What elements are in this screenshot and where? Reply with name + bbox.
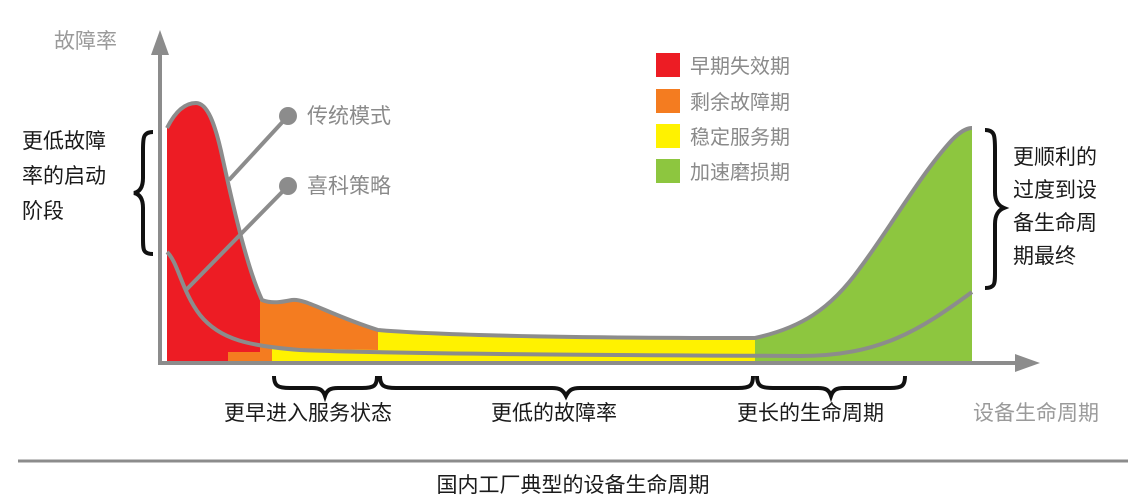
left-note-line-3: 阶段 xyxy=(22,199,64,223)
x-axis-label: 设备生命周期 xyxy=(973,401,1099,425)
callout-label-traditional: 传统模式 xyxy=(307,104,391,128)
bottom-braces xyxy=(272,375,907,403)
right-note: 更顺利的 过度到设 备生命周 期最终 xyxy=(984,128,1097,290)
y-axis-arrow-icon xyxy=(151,30,169,55)
curves xyxy=(165,101,974,358)
figure-caption: 国内工厂典型的设备生命周期 xyxy=(437,473,710,497)
legend-swatch-residual xyxy=(656,89,680,113)
bottom-brace-icon-1 xyxy=(272,375,379,403)
callout-dot-traditional xyxy=(279,107,297,125)
callout-line-traditional xyxy=(227,114,290,182)
legend-swatch-early xyxy=(656,53,680,77)
traditional-curve xyxy=(165,101,973,340)
bottom-brace-icon-3 xyxy=(755,375,907,403)
bottom-brace-icon-2 xyxy=(378,375,755,401)
region-residual-top xyxy=(260,299,378,362)
bottom-label-lower-failure: 更低的故障率 xyxy=(491,401,617,425)
legend: 早期失效期 剩余故障期 稳定服务期 加速磨损期 xyxy=(656,53,790,184)
legend-swatch-stable xyxy=(656,124,680,148)
legend-label-stable: 稳定服务期 xyxy=(690,125,790,149)
right-note-line-2: 过度到设 xyxy=(1013,178,1097,202)
callout-dot-hicorp xyxy=(279,177,297,195)
left-note-line-1: 更低故障 xyxy=(22,129,106,153)
callouts: 传统模式 喜科策略 xyxy=(184,104,391,292)
region-residual-bottom xyxy=(228,352,272,362)
legend-swatch-wear xyxy=(656,159,680,183)
legend-label-wear: 加速磨损期 xyxy=(690,160,790,184)
left-note-line-2: 率的启动 xyxy=(22,164,106,188)
legend-label-residual: 剩余故障期 xyxy=(690,90,790,114)
left-brace-icon xyxy=(133,130,154,256)
bottom-label-longer-life: 更长的生命周期 xyxy=(737,401,884,425)
phase-regions xyxy=(167,103,972,362)
bottom-labels: 更早进入服务状态 更低的故障率 更长的生命周期 xyxy=(224,401,884,425)
axes: 故障率 设备生命周期 xyxy=(54,29,1099,425)
bottom-label-early-service: 更早进入服务状态 xyxy=(224,401,392,425)
callout-line-hicorp xyxy=(184,184,290,292)
left-note: 更低故障 率的启动 阶段 xyxy=(22,129,154,256)
region-early-failure-base xyxy=(167,300,228,362)
right-brace-icon xyxy=(984,128,1010,290)
right-note-line-4: 期最终 xyxy=(1013,244,1076,268)
right-note-line-3: 备生命周 xyxy=(1013,211,1097,235)
x-axis-arrow-icon xyxy=(1015,354,1040,372)
callout-label-hicorp: 喜科策略 xyxy=(307,174,391,198)
right-note-line-1: 更顺利的 xyxy=(1013,145,1097,169)
y-axis-label: 故障率 xyxy=(54,29,117,53)
legend-label-early: 早期失效期 xyxy=(690,54,790,78)
hicorp-curve xyxy=(165,250,974,358)
